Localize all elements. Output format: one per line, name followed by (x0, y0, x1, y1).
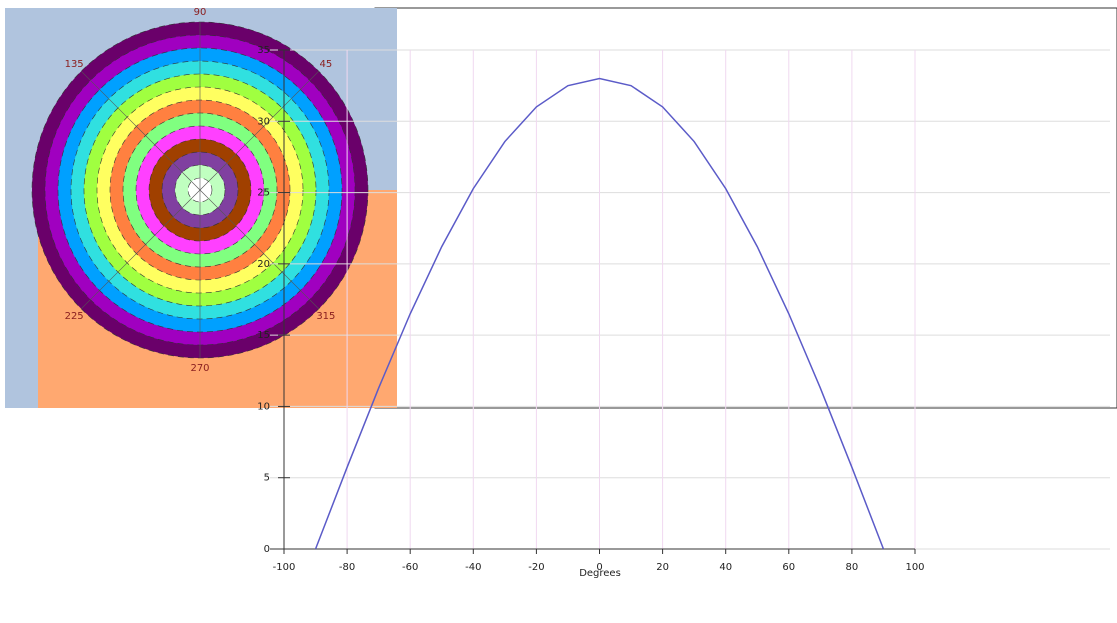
polar-tick-label: 135 (65, 59, 84, 70)
x-tick-label: -40 (465, 562, 481, 573)
x-tick-label: 20 (656, 562, 669, 573)
polar-tick-label: 90 (194, 7, 207, 18)
y-tick-label: 15 (257, 330, 270, 341)
polar-spoke (199, 189, 320, 310)
x-tick-label: 40 (719, 562, 732, 573)
x-tick-label: 100 (905, 562, 924, 573)
x-tick-label: 60 (782, 562, 795, 573)
polar-tick-label: 225 (65, 311, 84, 322)
y-tick-label: 20 (257, 259, 270, 270)
polar-tick-label: 45 (319, 59, 332, 70)
x-tick-label: -80 (339, 562, 355, 573)
x-tick-label: -60 (402, 562, 418, 573)
polar-tick-label: 270 (190, 363, 209, 374)
x-axis-label: Degrees (579, 568, 621, 579)
series-line (314, 77, 885, 550)
y-tick-label: 30 (257, 116, 270, 127)
polar-spoke (80, 189, 201, 310)
x-tick-label: -20 (528, 562, 544, 573)
polar-tick-label: 315 (316, 311, 335, 322)
y-tick-label: 25 (257, 188, 270, 199)
line-panel (374, 7, 1117, 409)
x-tick-label: 80 (846, 562, 859, 573)
polar-spoke (199, 70, 320, 191)
x-tick-label: 0 (596, 562, 602, 573)
y-tick-label: 0 (264, 544, 270, 555)
polar-spoke (80, 70, 201, 191)
y-tick-label: 10 (257, 401, 270, 412)
y-tick-label: 5 (264, 473, 270, 484)
y-tick-label: 35 (257, 45, 270, 56)
x-tick-label: -100 (273, 562, 296, 573)
